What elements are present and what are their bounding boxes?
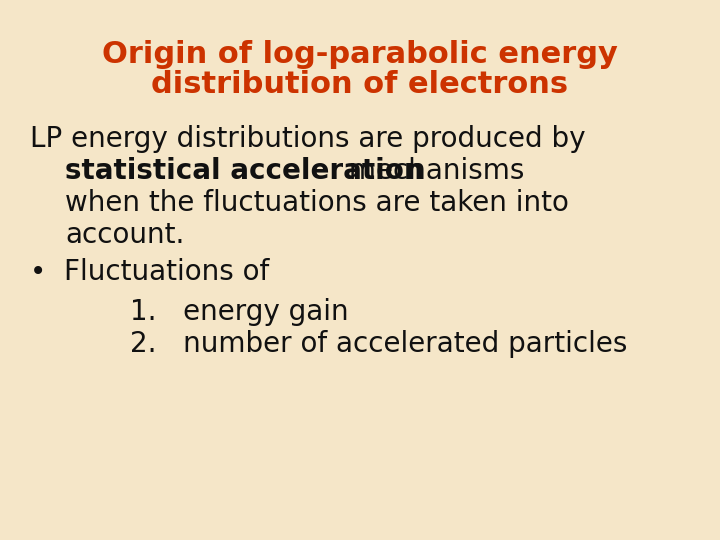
Text: •  Fluctuations of: • Fluctuations of xyxy=(30,258,269,286)
Text: Origin of log-parabolic energy: Origin of log-parabolic energy xyxy=(102,40,618,69)
Text: 1.   energy gain: 1. energy gain xyxy=(130,298,348,326)
Text: 2.   number of accelerated particles: 2. number of accelerated particles xyxy=(130,330,627,358)
Text: account.: account. xyxy=(65,221,184,249)
Text: mechanisms: mechanisms xyxy=(340,157,524,185)
Text: statistical acceleration: statistical acceleration xyxy=(65,157,423,185)
Text: distribution of electrons: distribution of electrons xyxy=(151,70,569,99)
Text: when the fluctuations are taken into: when the fluctuations are taken into xyxy=(65,189,569,217)
Text: LP energy distributions are produced by: LP energy distributions are produced by xyxy=(30,125,585,153)
